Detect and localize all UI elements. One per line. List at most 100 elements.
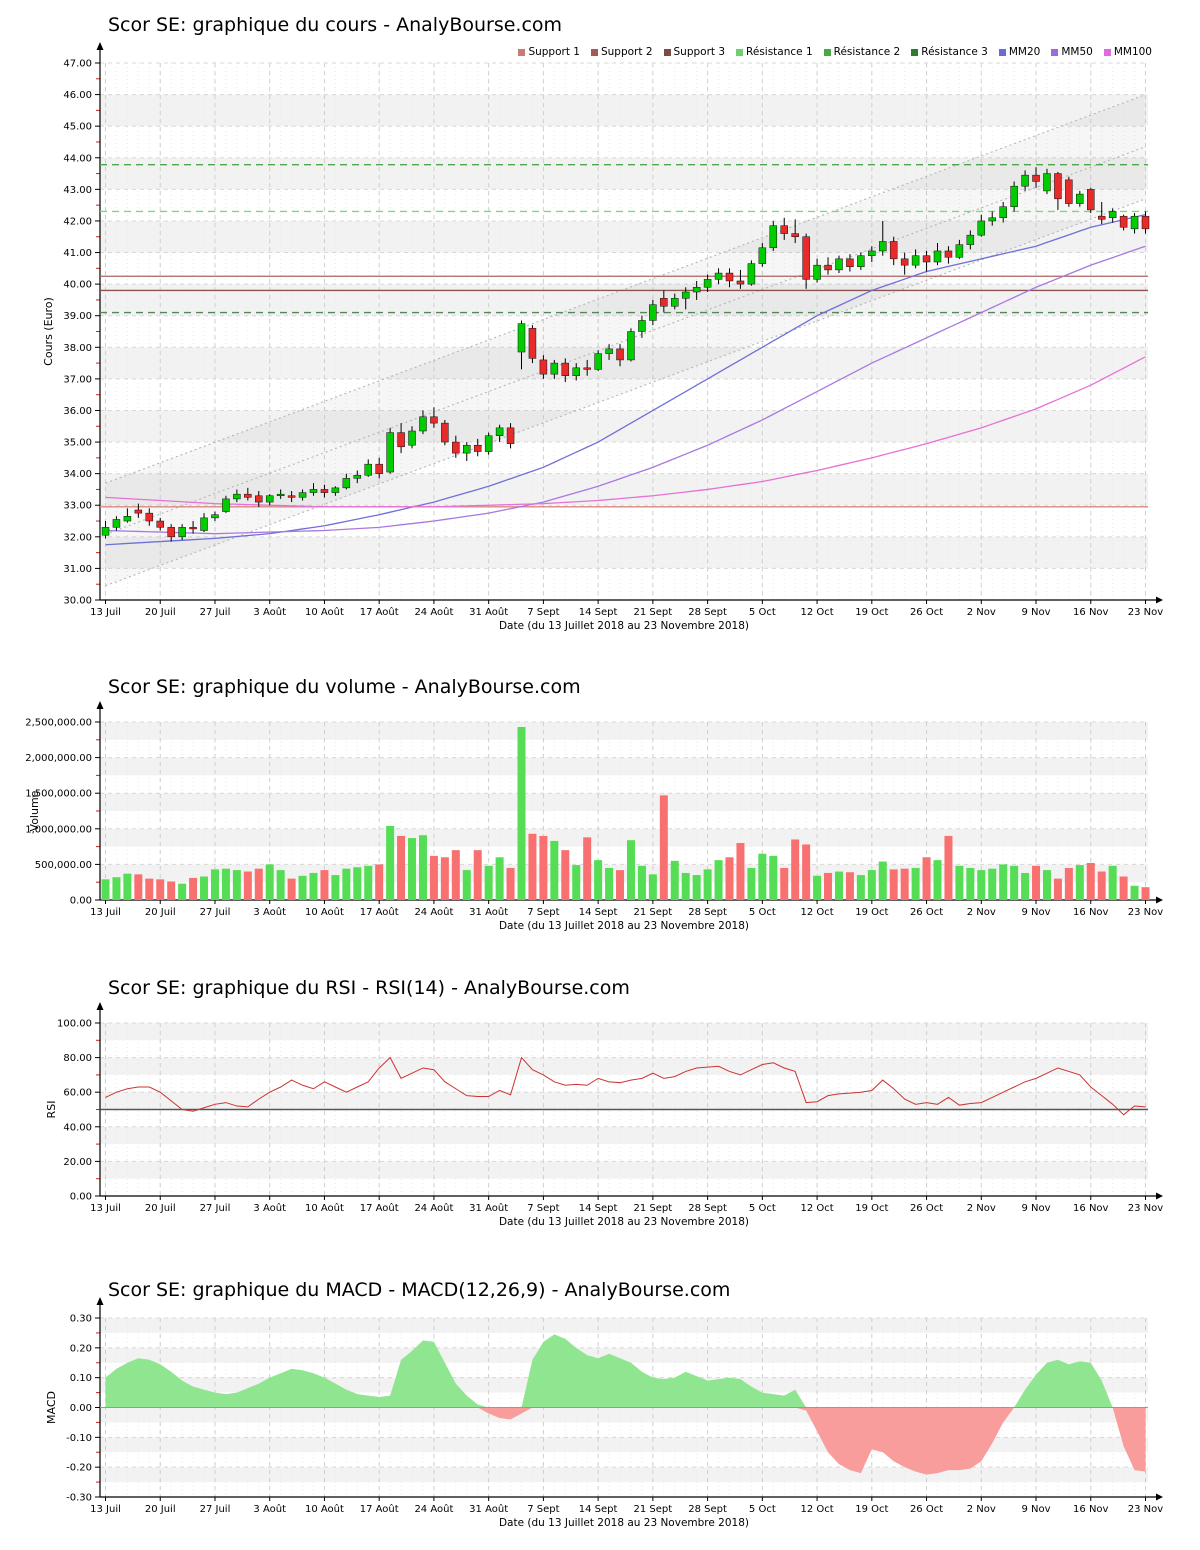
volume-bar xyxy=(375,864,384,900)
candle xyxy=(134,509,143,514)
volume-bar xyxy=(648,874,657,900)
candle xyxy=(1087,189,1095,211)
svg-text:32.00: 32.00 xyxy=(63,532,92,543)
volume-bar xyxy=(112,877,121,900)
legend-item-résistance-3: Résistance 3 xyxy=(911,46,988,58)
svg-text:37.00: 37.00 xyxy=(63,374,92,385)
legend-label: Support 2 xyxy=(600,46,653,58)
candle xyxy=(900,258,909,266)
volume-bar xyxy=(561,850,570,900)
svg-text:44.00: 44.00 xyxy=(63,153,92,164)
candle xyxy=(966,234,975,245)
candle xyxy=(802,236,810,280)
candle xyxy=(1108,211,1117,219)
svg-text:7 Sept: 7 Sept xyxy=(527,1504,559,1515)
legend-item-mm100: MM100 xyxy=(1103,46,1152,58)
volume-bar xyxy=(189,877,198,900)
volume-bar xyxy=(528,833,537,900)
svg-text:10 Août: 10 Août xyxy=(305,906,344,918)
svg-text:12 Oct: 12 Oct xyxy=(800,1504,833,1515)
candle xyxy=(506,427,515,444)
svg-text:60.00: 60.00 xyxy=(63,1088,92,1099)
candle xyxy=(463,444,471,454)
svg-text:100.00: 100.00 xyxy=(57,1019,92,1030)
legend-swatch-icon xyxy=(663,48,671,56)
svg-text:9 Nov: 9 Nov xyxy=(1021,1504,1050,1515)
svg-text:21 Sept: 21 Sept xyxy=(634,1504,673,1515)
candle xyxy=(922,255,931,263)
volume-bar xyxy=(834,871,843,900)
legend-label: MM100 xyxy=(1113,46,1152,58)
candle xyxy=(944,250,953,258)
svg-text:31 Août: 31 Août xyxy=(469,906,508,918)
candle xyxy=(298,492,307,498)
volume-bar xyxy=(1042,870,1051,900)
svg-text:20 Juil: 20 Juil xyxy=(145,907,176,918)
candle xyxy=(320,489,329,493)
candle xyxy=(550,362,559,375)
volume-bar xyxy=(999,864,1008,900)
svg-text:38.00: 38.00 xyxy=(63,343,92,354)
svg-text:3 Août: 3 Août xyxy=(253,1503,286,1515)
candle xyxy=(999,206,1007,219)
candle xyxy=(561,362,570,376)
svg-text:30.00: 30.00 xyxy=(63,596,92,607)
volume-bar xyxy=(616,870,625,900)
rsi-chart: 0.00 20.00 40.00 60.00 80.00 100.00 13 Juil 20 … xyxy=(45,1002,1163,1228)
legend-swatch-icon xyxy=(998,48,1006,56)
svg-text:24 Août: 24 Août xyxy=(414,1503,453,1515)
candle xyxy=(660,298,668,307)
svg-text:Date (du 13 Juillet 2018 au 23: Date (du 13 Juillet 2018 au 23 Novembre … xyxy=(499,920,749,932)
volume-bar xyxy=(878,861,887,900)
volume-bar xyxy=(637,865,646,900)
volume-bar xyxy=(594,860,603,900)
volume-bar xyxy=(824,872,833,900)
svg-text:20 Juil: 20 Juil xyxy=(145,1203,176,1214)
svg-text:21 Sept: 21 Sept xyxy=(634,907,673,918)
svg-text:-0.30: -0.30 xyxy=(66,1493,92,1504)
volume-bar xyxy=(353,867,362,900)
svg-text:43.00: 43.00 xyxy=(63,185,92,196)
svg-text:40.00: 40.00 xyxy=(63,1122,92,1133)
volume-bar xyxy=(780,867,789,900)
volume-bar xyxy=(473,850,482,900)
svg-text:Cours (Euro): Cours (Euro) xyxy=(42,297,55,366)
legend-swatch-icon xyxy=(590,48,598,56)
svg-text:3 Août: 3 Août xyxy=(253,906,286,918)
svg-text:31 Août: 31 Août xyxy=(469,1202,508,1214)
volume-bar xyxy=(1108,865,1117,900)
volume-bar xyxy=(1064,867,1073,900)
volume-bar xyxy=(145,878,154,900)
candle xyxy=(627,331,635,361)
candle xyxy=(1076,193,1084,204)
svg-text:14 Sept: 14 Sept xyxy=(579,907,618,918)
candle xyxy=(835,258,843,271)
svg-text:26 Oct: 26 Oct xyxy=(910,607,943,618)
candle xyxy=(605,348,613,354)
volume-bar xyxy=(791,839,800,900)
candle xyxy=(1065,179,1073,204)
legend-swatch-icon xyxy=(911,48,919,56)
candle xyxy=(889,241,898,260)
svg-text:13 Juil: 13 Juil xyxy=(90,907,121,918)
volume-bar xyxy=(1130,885,1139,900)
volume-bar xyxy=(681,872,690,900)
candle xyxy=(1010,185,1018,207)
svg-text:28 Sept: 28 Sept xyxy=(688,907,727,918)
svg-text:27 Juil: 27 Juil xyxy=(200,607,231,618)
svg-text:26 Oct: 26 Oct xyxy=(910,1504,943,1515)
volume-bar xyxy=(1141,887,1150,900)
ma-line-mm50 xyxy=(105,245,1146,535)
volume-bar xyxy=(418,835,427,900)
svg-text:13 Juil: 13 Juil xyxy=(90,1203,121,1214)
legend-label: Résistance 2 xyxy=(833,46,901,58)
volume-bar xyxy=(922,857,931,900)
svg-text:31 Août: 31 Août xyxy=(469,606,508,618)
svg-text:3 Août: 3 Août xyxy=(253,606,286,618)
candle xyxy=(419,416,427,432)
svg-text:0.10: 0.10 xyxy=(70,1373,92,1384)
volume-bar xyxy=(320,870,329,900)
volume-bar xyxy=(342,868,351,900)
volume-bar xyxy=(331,875,340,900)
